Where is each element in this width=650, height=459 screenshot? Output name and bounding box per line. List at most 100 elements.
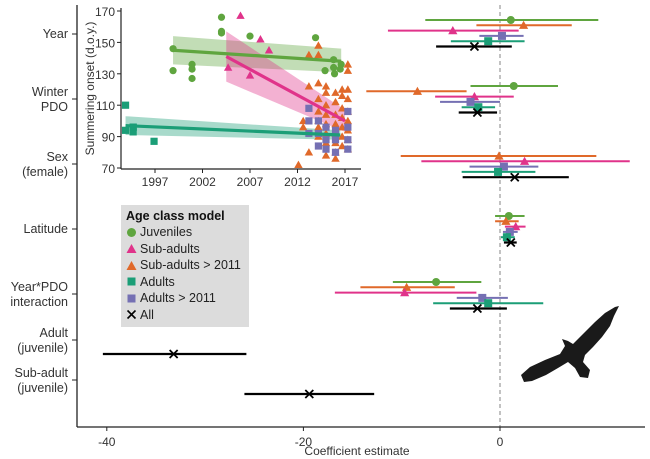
legend-label: Juveniles: [140, 225, 193, 239]
estimate-point-subadults: [400, 288, 410, 297]
inset-x-tick-label: 2017: [332, 175, 359, 189]
legend: Age class model Juveniles Sub-adults Sub…: [121, 205, 249, 327]
inset-x-tick-label: 2002: [189, 175, 216, 189]
row-label: Latitude: [24, 222, 69, 236]
data-point-subadults2011: [314, 41, 323, 49]
data-point-subadults: [223, 63, 233, 71]
legend-label: Adults > 2011: [140, 291, 216, 305]
row-label-line: Adult: [40, 326, 69, 340]
data-point-adults2011: [322, 145, 330, 153]
estimate-point-juveniles: [432, 278, 441, 286]
row-label: Sex (female): [22, 150, 69, 179]
square-marker-icon: [127, 277, 136, 286]
estimate-point-subadults2011: [518, 20, 529, 29]
estimate-point-subadults2011: [412, 86, 423, 95]
data-point-adults2011: [322, 123, 330, 131]
data-point-adults2011: [314, 117, 322, 125]
fit-line-juveniles: [172, 48, 342, 63]
data-point-subadults2011: [304, 148, 314, 156]
row-label-line: interaction: [10, 295, 68, 309]
estimate-point-all: [472, 303, 483, 314]
data-point-subadults2011: [321, 151, 331, 159]
data-point-subadults2011: [321, 88, 331, 96]
legend-label: All: [140, 307, 154, 322]
legend-item-subadults: Sub-adults: [126, 241, 245, 258]
row-label: Winter PDO: [32, 85, 68, 114]
data-point-subadults2011: [343, 66, 353, 74]
x-marker-icon: [126, 310, 137, 320]
data-point-juveniles: [188, 74, 196, 83]
data-point-subadults2011: [331, 119, 340, 128]
row-label-line: Sex: [46, 150, 68, 164]
data-point-juveniles: [336, 65, 344, 73]
row-label-line: Winter: [32, 85, 68, 99]
estimate-point-adults2011: [478, 293, 487, 302]
data-point-adults2011: [344, 123, 352, 131]
data-point-subadults2011: [314, 94, 323, 103]
main-forest-plot: -40 -20 0 Coefficient estimate Year Winter PDO…: [10, 5, 645, 458]
data-point-subadults2011: [331, 154, 340, 162]
data-point-adults2011: [344, 107, 352, 116]
row-label-line: (female): [22, 165, 68, 179]
inset-scatter-plot: 70 90 110 130 150 170 1997 2002 2007 2012 2017 Summ…: [83, 5, 361, 189]
estimate-point-adults: [474, 103, 483, 112]
data-point-subadults2011: [337, 91, 347, 99]
data-point-adults2011: [344, 145, 352, 153]
fit-line-adults: [125, 124, 341, 137]
estimate-point-subadults2011: [501, 216, 511, 225]
data-point-adults2011: [305, 104, 313, 112]
legend-item-adults-2011: Adults > 2011: [126, 290, 245, 307]
inset-x-tick-label: 2007: [237, 175, 264, 189]
triangle-marker-icon: [126, 260, 137, 270]
data-point-subadults2011: [314, 79, 323, 87]
data-point-juveniles: [321, 67, 329, 75]
estimate-point-juveniles: [504, 212, 513, 220]
data-point-subadults: [264, 46, 274, 54]
data-point-subadults2011: [321, 110, 331, 118]
inset-y-tick-label: 70: [102, 162, 116, 176]
estimate-point-subadults2011: [494, 151, 504, 160]
data-point-juveniles: [246, 32, 254, 40]
estimate-point-adults2011: [505, 227, 514, 236]
inset-x-tick-label: 1997: [142, 175, 169, 189]
data-point-subadults2011: [343, 85, 353, 93]
eagle-silhouette-icon: [521, 306, 619, 382]
estimate-point-juveniles: [506, 16, 515, 24]
row-label-line: Year*PDO: [11, 280, 68, 294]
data-point-juveniles: [330, 63, 338, 72]
inset-y-tick-label: 90: [102, 131, 116, 145]
estimate-point-all: [304, 389, 314, 399]
data-point-juveniles: [188, 65, 196, 73]
data-point-juveniles: [169, 67, 177, 75]
data-point-juveniles: [217, 13, 226, 21]
x-axis-label: Coefficient estimate: [304, 444, 409, 458]
x-tick-label: 0: [497, 435, 504, 449]
inset-y-tick-label: 170: [95, 5, 115, 19]
data-point-adults2011: [331, 126, 340, 134]
data-point-adults2011: [331, 136, 340, 144]
data-point-juveniles: [311, 34, 320, 42]
circle-marker-icon: [127, 227, 136, 237]
data-point-adults2011: [331, 148, 340, 156]
data-point-subadults2011: [304, 82, 314, 90]
data-point-subadults2011: [304, 50, 314, 59]
data-point-subadults2011: [343, 60, 353, 68]
fit-line-subadults: [225, 55, 346, 123]
estimate-point-adults2011: [497, 31, 506, 40]
data-point-adults: [121, 101, 130, 109]
row-label: Sub-adult (juvenile): [14, 366, 68, 395]
data-point-subadults: [236, 11, 245, 19]
data-point-subadults2011: [337, 85, 347, 93]
estimate-point-adults: [484, 37, 493, 46]
estimate-point-all: [472, 107, 483, 118]
data-point-subadults2011: [321, 101, 331, 109]
legend-item-all: All: [126, 307, 245, 324]
estimate-point-all: [510, 172, 520, 182]
row-label: Year*PDO interaction: [10, 280, 68, 309]
estimate-point-adults: [484, 299, 493, 308]
data-point-adults: [150, 137, 158, 145]
data-point-subadults2011: [314, 50, 323, 59]
estimate-point-adults: [494, 167, 503, 176]
row-label-line: Sub-adult: [14, 366, 68, 380]
